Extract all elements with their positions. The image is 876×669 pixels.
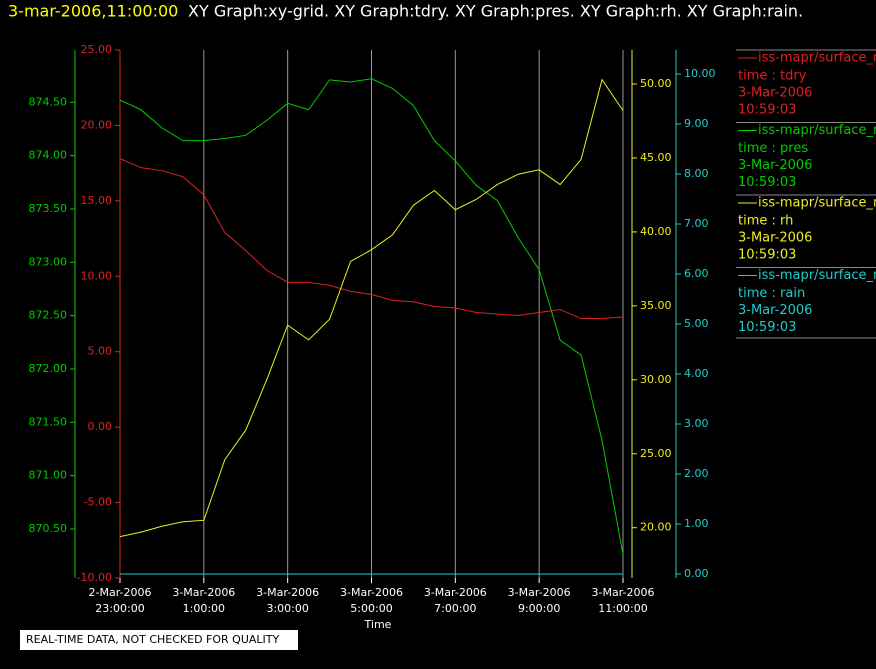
legend-detail: time : rh <box>738 214 793 229</box>
x-tick-label: 23:00:00 <box>95 602 144 615</box>
y-tick-label: 10.00 <box>684 67 716 80</box>
x-tick-label: 3-Mar-2006 <box>256 586 319 599</box>
x-tick-label: 3-Mar-2006 <box>592 586 655 599</box>
note-box <box>20 630 298 650</box>
legend-name: iss-mapr/surface_m <box>758 196 876 211</box>
y-tick-label: 25.00 <box>81 43 113 56</box>
y-tick-label: 871.50 <box>29 415 68 428</box>
y-tick-label: 3.00 <box>684 417 709 430</box>
y-tick-label: 874.50 <box>29 95 68 108</box>
y-tick-label: 873.00 <box>29 255 68 268</box>
legend-name: iss-mapr/surface_m <box>758 51 876 66</box>
y-tick-label: 8.00 <box>684 167 709 180</box>
legend-detail: 3-Mar-2006 <box>738 86 812 101</box>
y-tick-label: 1.00 <box>684 517 709 530</box>
y-tick-label: 7.00 <box>684 217 709 230</box>
x-tick-label: 3:00:00 <box>266 602 308 615</box>
y-tick-label: 40.00 <box>640 225 672 238</box>
y-tick-label: 15.00 <box>81 194 113 207</box>
x-tick-label: 3-Mar-2006 <box>340 586 403 599</box>
x-tick-label: 2-Mar-2006 <box>89 586 152 599</box>
y-tick-label: 20.00 <box>81 118 113 131</box>
legend-detail: time : pres <box>738 141 808 156</box>
legend-detail: 3-Mar-2006 <box>738 158 812 173</box>
y-tick-label: 20.00 <box>640 521 672 534</box>
y-tick-label: -10.00 <box>77 571 112 584</box>
y-tick-label: -5.00 <box>84 496 112 509</box>
legend-detail: 3-Mar-2006 <box>738 303 812 318</box>
x-tick-label: 11:00:00 <box>598 602 647 615</box>
y-tick-label: 870.50 <box>29 522 68 535</box>
y-tick-label: 45.00 <box>640 151 672 164</box>
x-tick-label: 1:00:00 <box>183 602 225 615</box>
y-tick-label: 871.00 <box>29 469 68 482</box>
series-line <box>119 78 624 555</box>
chart-subtitle: XY Graph:xy-grid. XY Graph:tdry. XY Grap… <box>188 2 803 21</box>
legend-name: iss-mapr/surface_m <box>758 123 876 138</box>
legend-detail: 10:59:03 <box>738 248 796 263</box>
note: REAL-TIME DATA, NOT CHECKED FOR QUALITY <box>26 633 280 646</box>
x-tick-label: 3-Mar-2006 <box>172 586 235 599</box>
legend-detail: time : tdry <box>738 69 807 84</box>
y-tick-label: 873.50 <box>29 202 68 215</box>
legend-detail: 10:59:03 <box>738 320 796 335</box>
y-tick-label: 25.00 <box>640 447 672 460</box>
x-axis-label: Time <box>364 618 392 631</box>
x-tick-label: 3-Mar-2006 <box>424 586 487 599</box>
chart-title: 3-mar-2006,11:00:00 <box>8 2 178 21</box>
y-tick-label: 9.00 <box>684 117 709 130</box>
y-tick-label: 35.00 <box>640 299 672 312</box>
legend-detail: 10:59:03 <box>738 175 796 190</box>
y-tick-label: 5.00 <box>88 345 113 358</box>
x-tick-label: 3-Mar-2006 <box>508 586 571 599</box>
y-tick-label: 50.00 <box>640 77 672 90</box>
y-tick-label: 0.00 <box>684 567 709 580</box>
legend-name: iss-mapr/surface_m <box>758 268 876 283</box>
y-tick-label: 5.00 <box>684 317 709 330</box>
series-line <box>119 158 624 320</box>
x-tick-label: 9:00:00 <box>518 602 560 615</box>
y-tick-label: 6.00 <box>684 267 709 280</box>
x-tick-label: 5:00:00 <box>350 602 392 615</box>
legend-detail: 3-Mar-2006 <box>738 231 812 246</box>
y-tick-label: 4.00 <box>684 367 709 380</box>
y-tick-label: 872.50 <box>29 309 68 322</box>
y-tick-label: 30.00 <box>640 373 672 386</box>
x-tick-label: 7:00:00 <box>434 602 476 615</box>
y-tick-label: 10.00 <box>81 269 113 282</box>
series-line <box>119 78 624 538</box>
y-tick-label: 2.00 <box>684 467 709 480</box>
y-tick-label: 874.00 <box>29 149 68 162</box>
y-tick-label: 0.00 <box>88 420 113 433</box>
legend-detail: time : rain <box>738 286 805 301</box>
y-tick-label: 872.00 <box>29 362 68 375</box>
legend-detail: 10:59:03 <box>738 103 796 118</box>
